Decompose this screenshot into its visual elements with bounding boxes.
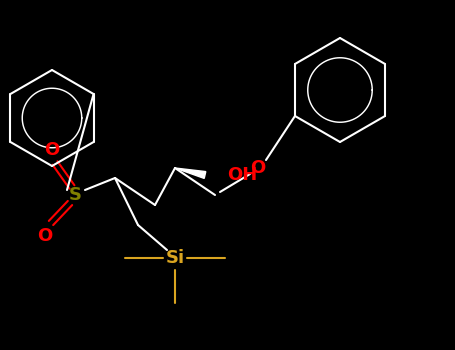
Text: S: S xyxy=(69,186,81,204)
Text: O: O xyxy=(250,159,266,177)
Text: Si: Si xyxy=(166,249,185,267)
Text: OH: OH xyxy=(227,166,257,184)
Polygon shape xyxy=(175,168,206,178)
Text: O: O xyxy=(45,141,60,159)
Text: O: O xyxy=(37,227,53,245)
